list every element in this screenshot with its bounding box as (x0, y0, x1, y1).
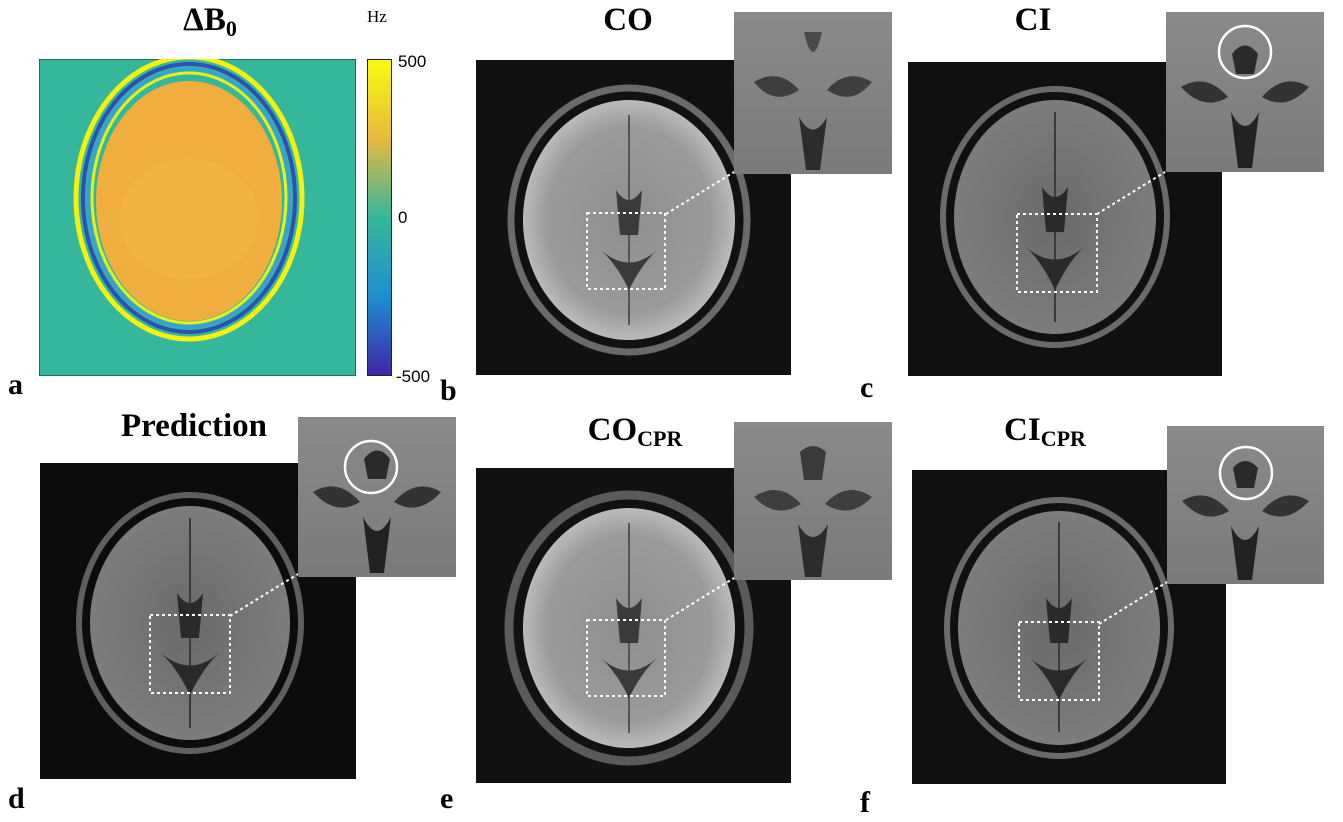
panel-label-a: a (8, 368, 23, 401)
prediction-zoom-inset (298, 417, 456, 577)
ci-cpr-zoom-inset (1167, 426, 1324, 584)
co-zoom-inset (734, 12, 892, 174)
co-zoom-connector (665, 171, 735, 215)
panel-e-title-main: CO (587, 412, 638, 448)
colorbar-tick-min: -500 (396, 367, 431, 386)
panel-label-b: b (440, 374, 457, 407)
colorbar (367, 59, 392, 376)
ci-zoom-connector (1096, 171, 1166, 215)
panel-d-title-main: Prediction (120, 408, 268, 444)
co-cpr-zoom-connector (665, 577, 735, 621)
panel-a-title-main: ΔB (183, 2, 226, 38)
ci-cpr-zoom-connector (1098, 581, 1168, 625)
panel-c-title-main: CI (1014, 2, 1052, 38)
field-map-image (39, 59, 356, 376)
ci-highlight-circle (1217, 24, 1273, 80)
panel-label-c: c (860, 371, 874, 404)
panel-a-title: ΔB0 (150, 2, 270, 42)
panel-f-title-main: CI (1004, 412, 1041, 448)
panel-label-f: f (860, 786, 870, 819)
ci-mri-image (908, 62, 1222, 376)
ci-cpr-zoom-roi-box (1018, 621, 1100, 701)
panel-f-title-sub: CPR (1040, 426, 1086, 451)
panel-a-title-sub: 0 (225, 16, 237, 41)
panel-e-title: COCPR (560, 412, 710, 452)
prediction-zoom-roi-box (149, 614, 231, 694)
ci-zoom-inset (1166, 12, 1324, 172)
colorbar-tick-max: 500 (398, 52, 427, 71)
ci-zoom-roi-box (1016, 213, 1098, 293)
panel-label-e: e (440, 782, 454, 815)
co-cpr-zoom-roi-box (586, 619, 666, 697)
panel-b-title: CO (568, 2, 688, 39)
prediction-zoom-connector (229, 573, 299, 617)
colorbar-unit: Hz (367, 7, 387, 26)
panel-b-title-main: CO (603, 2, 653, 38)
panel-d-title: Prediction (104, 408, 284, 445)
co-cpr-zoom-inset (734, 422, 892, 580)
co-zoom-roi-box (586, 212, 666, 290)
panel-label-d: d (8, 782, 25, 815)
panel-f-title: CICPR (970, 412, 1120, 452)
panel-e-title-sub: CPR (637, 426, 683, 451)
ci-cpr-highlight-circle (1218, 445, 1274, 501)
colorbar-tick-zero: 0 (398, 208, 408, 227)
prediction-highlight-circle (343, 439, 399, 495)
panel-c-title: CI (973, 2, 1093, 39)
